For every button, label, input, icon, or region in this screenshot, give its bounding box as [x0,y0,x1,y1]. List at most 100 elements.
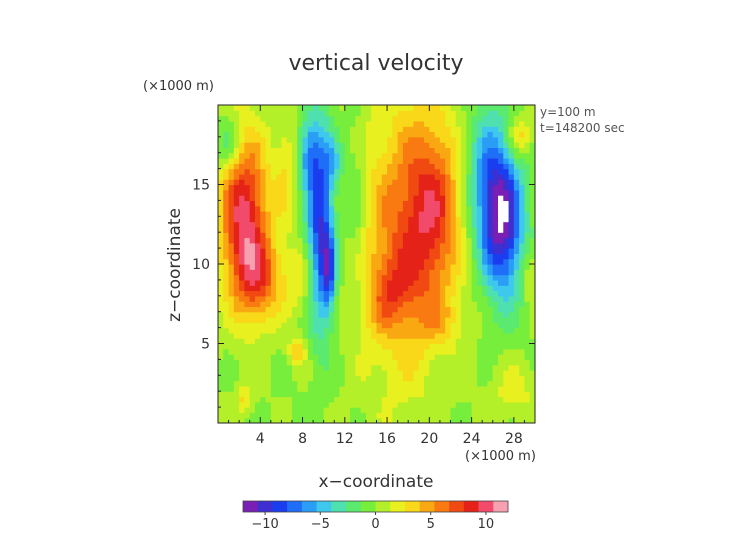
heatmap-cell [387,195,393,201]
heatmap-cell [439,163,446,170]
heatmap-cell [249,110,256,117]
heatmap-cell [392,338,399,345]
heatmap-cell [249,195,256,201]
heatmap-cell [371,147,378,154]
heatmap-cell [291,354,298,360]
heatmap-cell [328,401,335,408]
heatmap-cell [408,348,415,355]
heatmap-cell [291,173,298,180]
heatmap-cell [424,211,430,217]
heatmap-cell [413,205,420,212]
heatmap-cell [265,120,272,127]
heatmap-cell [260,258,267,265]
heatmap-cell [445,285,452,292]
heatmap-cell [397,258,404,265]
heatmap-cell [508,343,515,350]
heatmap-cell [439,242,446,249]
heatmap-cell [387,173,393,180]
heatmap-cell [471,407,478,413]
heatmap-cell [376,412,383,419]
heatmap-cell [529,311,535,318]
heatmap-cell [265,131,272,138]
heatmap-cell [365,147,372,154]
heatmap-cell [455,142,462,148]
heatmap-cell [498,364,504,371]
heatmap-cell [513,158,520,164]
heatmap-cell [439,232,446,239]
heatmap-cell [519,385,526,392]
heatmap-cell [408,332,415,339]
heatmap-cell [291,105,298,111]
heatmap-cell [344,152,351,159]
heatmap-cell [233,391,240,398]
heatmap-cell [344,370,351,376]
heatmap-cell [239,189,246,196]
heatmap-cell [429,242,436,249]
heatmap-cell [239,391,246,398]
heatmap-cell [392,327,399,334]
heatmap-cell [350,205,356,212]
heatmap-cell [286,269,293,276]
heatmap-cell [476,375,483,382]
heatmap-cell [424,179,430,186]
heatmap-cell [476,264,483,270]
heatmap-cell [482,295,489,302]
heatmap-cell [492,237,499,244]
heatmap-cell [413,380,420,387]
heatmap-cell [249,264,256,270]
heatmap-cell [402,173,409,180]
heatmap-cell [371,237,378,244]
heatmap-cell [270,380,277,387]
heatmap-cell [376,274,383,281]
heatmap-cell [302,126,309,133]
heatmap-cell [328,110,335,117]
heatmap-cell [471,189,478,196]
heatmap-cell [434,343,441,350]
heatmap-cell [228,311,235,318]
heatmap-cell [498,232,504,239]
heatmap-cell [302,332,309,339]
heatmap-cell [291,385,298,392]
heatmap-cell [355,401,362,408]
heatmap-cell [513,184,520,191]
heatmap-cell [529,370,535,376]
heatmap-cell [513,136,520,143]
heatmap-cell [408,216,415,223]
heatmap-cell [461,364,467,371]
heatmap-cell [313,311,319,318]
heatmap-cell [529,322,535,329]
heatmap-cell [307,354,314,360]
heatmap-cell [254,343,261,350]
heatmap-cell [476,200,483,207]
heatmap-cell [498,221,504,228]
heatmap-cell [498,253,504,260]
heatmap-cell [260,279,267,286]
heatmap-cell [434,285,441,292]
heatmap-cell [450,285,457,292]
heatmap-cell [323,370,330,376]
heatmap-cell [302,195,309,201]
heatmap-cell [223,136,230,143]
heatmap-cell [328,216,335,223]
heatmap-cell [413,354,420,360]
heatmap-cell [418,168,425,175]
heatmap-cell [228,285,235,292]
heatmap-cell [461,279,467,286]
heatmap-cell [424,136,430,143]
heatmap-cell [244,163,251,170]
heatmap-cell [239,285,246,292]
heatmap-cell [323,407,330,413]
heatmap-cell [334,412,341,419]
heatmap-cell [291,279,298,286]
heatmap-cell [466,237,473,244]
heatmap-cell [376,391,383,398]
heatmap-cell [344,417,351,423]
heatmap-cell [265,391,272,398]
heatmap-cell [365,168,372,175]
heatmap-cell [254,173,261,180]
heatmap-cell [360,158,367,164]
heatmap-cell [328,290,335,297]
heatmap-cell [244,120,251,127]
heatmap-cell [233,189,240,196]
heatmap-cell [350,232,356,239]
